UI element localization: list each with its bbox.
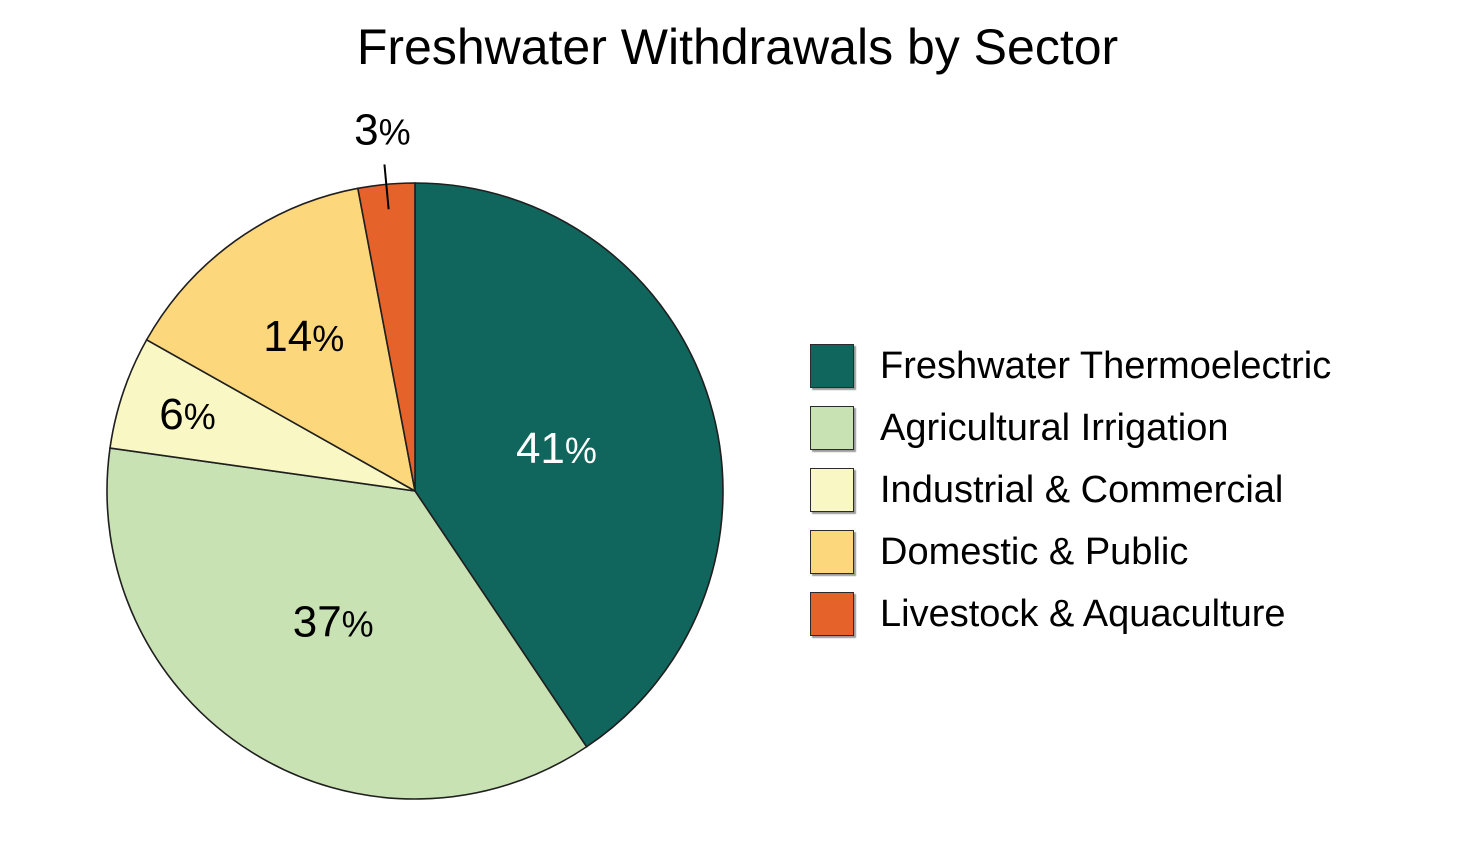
leader-line bbox=[383, 164, 390, 210]
pie-slice bbox=[414, 182, 724, 748]
legend-swatch bbox=[810, 468, 854, 512]
slice-label: 14% bbox=[263, 312, 344, 361]
legend-swatch bbox=[810, 406, 854, 450]
legend-swatch bbox=[810, 344, 854, 388]
legend-item: Industrial & Commercial bbox=[810, 459, 1331, 521]
legend-swatch bbox=[810, 530, 854, 574]
legend: Freshwater Thermoelectric Agricultural I… bbox=[810, 335, 1331, 645]
pie-slices bbox=[106, 182, 724, 800]
legend-label: Industrial & Commercial bbox=[880, 468, 1284, 511]
legend-item: Agricultural Irrigation bbox=[810, 397, 1331, 459]
slice-label: 3% bbox=[354, 105, 411, 154]
legend-label: Freshwater Thermoelectric bbox=[880, 344, 1332, 387]
legend-label: Livestock & Aquaculture bbox=[880, 592, 1286, 635]
legend-item: Livestock & Aquaculture bbox=[810, 583, 1331, 645]
slice-label: 41% bbox=[516, 424, 597, 473]
slice-label: 37% bbox=[293, 597, 374, 646]
legend-item: Freshwater Thermoelectric bbox=[810, 335, 1331, 397]
legend-label: Agricultural Irrigation bbox=[880, 406, 1229, 449]
legend-swatch bbox=[810, 592, 854, 636]
chart-title: Freshwater Withdrawals by Sector bbox=[356, 19, 1119, 75]
legend-label: Domestic & Public bbox=[880, 530, 1189, 573]
legend-item: Domestic & Public bbox=[810, 521, 1331, 583]
slice-label: 6% bbox=[159, 390, 216, 439]
pie-slice bbox=[145, 187, 417, 493]
pie-slice bbox=[106, 447, 588, 800]
pie-slice-labels: 41% 37% 6% 14% 3% bbox=[159, 105, 597, 646]
